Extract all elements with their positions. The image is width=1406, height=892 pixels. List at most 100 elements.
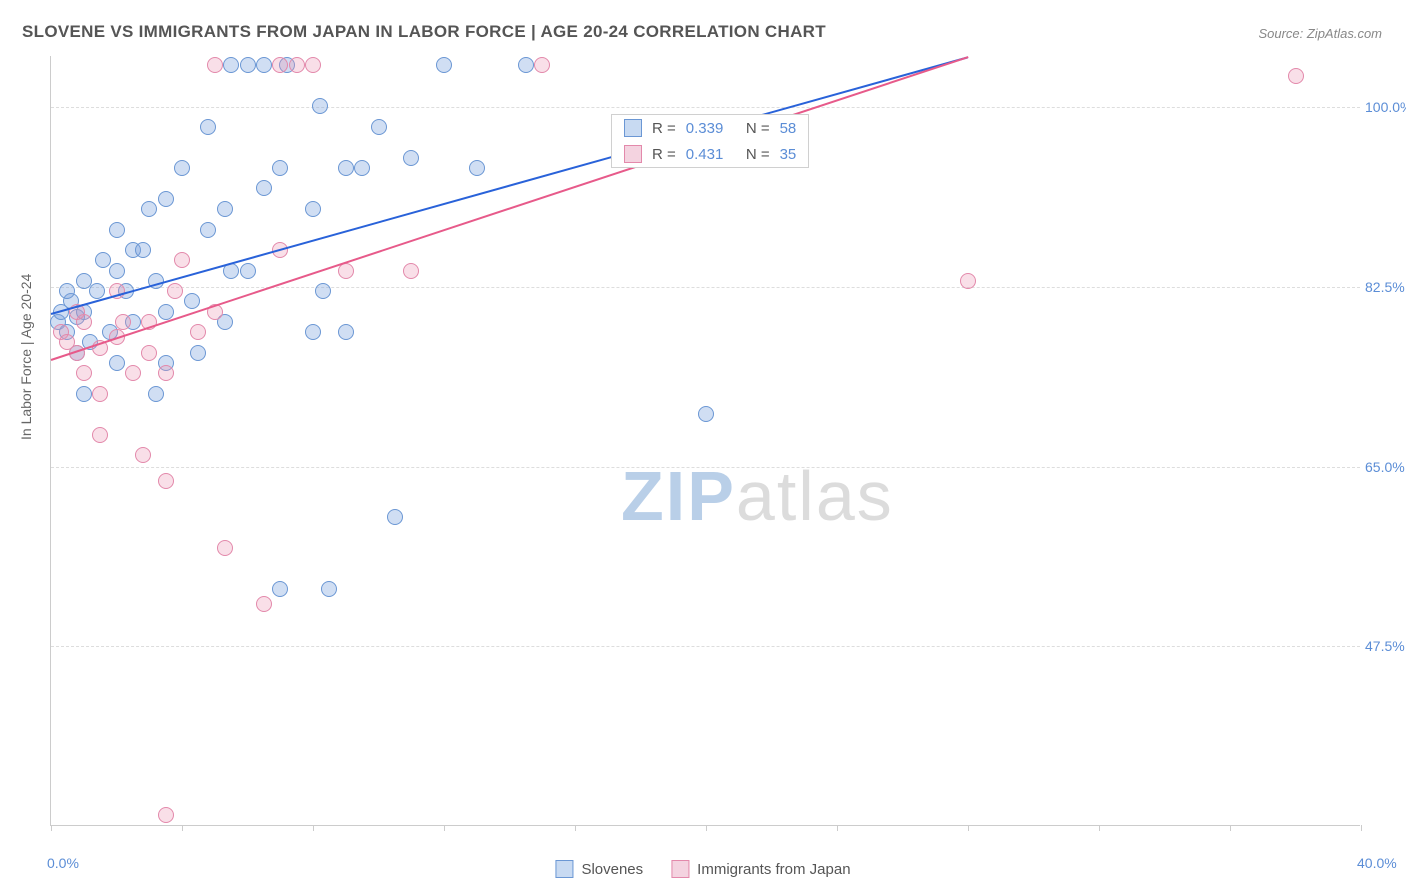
- scatter-point: [223, 57, 239, 73]
- scatter-point: [305, 324, 321, 340]
- correlation-legend: R = 0.339 N = 58R = 0.431 N = 35: [611, 114, 809, 168]
- scatter-point: [217, 540, 233, 556]
- x-tick: [444, 825, 445, 831]
- x-tick: [837, 825, 838, 831]
- scatter-point: [289, 57, 305, 73]
- source-attribution: Source: ZipAtlas.com: [1258, 26, 1382, 41]
- scatter-point: [148, 386, 164, 402]
- gridline: [51, 107, 1360, 108]
- x-tick: [1361, 825, 1362, 831]
- n-value: 58: [780, 120, 797, 137]
- scatter-point: [240, 57, 256, 73]
- scatter-point: [256, 57, 272, 73]
- scatter-point: [141, 201, 157, 217]
- scatter-point: [76, 365, 92, 381]
- scatter-point: [158, 365, 174, 381]
- scatter-point: [338, 324, 354, 340]
- watermark: ZIPatlas: [621, 456, 894, 536]
- scatter-point: [518, 57, 534, 73]
- scatter-point: [534, 57, 550, 73]
- n-label: N =: [733, 120, 769, 137]
- scatter-point: [272, 581, 288, 597]
- scatter-point: [207, 57, 223, 73]
- legend-label: Slovenes: [581, 861, 643, 878]
- x-tick: [313, 825, 314, 831]
- scatter-point: [89, 283, 105, 299]
- scatter-point: [698, 406, 714, 422]
- x-tick: [575, 825, 576, 831]
- scatter-point: [272, 160, 288, 176]
- scatter-point: [92, 386, 108, 402]
- scatter-point: [315, 283, 331, 299]
- scatter-point: [217, 201, 233, 217]
- scatter-point: [200, 119, 216, 135]
- r-value: 0.339: [686, 120, 724, 137]
- r-label: R =: [652, 120, 676, 137]
- scatter-point: [469, 160, 485, 176]
- legend-swatch: [555, 860, 573, 878]
- scatter-point: [76, 386, 92, 402]
- r-label: R =: [652, 146, 676, 163]
- correlation-legend-row: R = 0.431 N = 35: [612, 141, 808, 167]
- scatter-point: [403, 150, 419, 166]
- x-axis-max-label: 40.0%: [1357, 855, 1397, 871]
- x-tick: [968, 825, 969, 831]
- scatter-point: [141, 345, 157, 361]
- x-tick: [51, 825, 52, 831]
- scatter-point: [256, 596, 272, 612]
- scatter-point: [174, 160, 190, 176]
- scatter-point: [158, 191, 174, 207]
- scatter-point: [960, 273, 976, 289]
- trend-line: [51, 56, 969, 361]
- bottom-legend: Slovenes Immigrants from Japan: [555, 860, 850, 878]
- scatter-point: [158, 473, 174, 489]
- scatter-point: [135, 242, 151, 258]
- scatter-point: [240, 263, 256, 279]
- legend-swatch: [624, 145, 642, 163]
- legend-label: Immigrants from Japan: [697, 861, 850, 878]
- scatter-point: [190, 345, 206, 361]
- n-value: 35: [780, 146, 797, 163]
- scatter-point: [272, 57, 288, 73]
- x-tick: [1099, 825, 1100, 831]
- scatter-point: [174, 252, 190, 268]
- scatter-point: [338, 160, 354, 176]
- plot-area: 47.5%65.0%82.5%100.0%0.0%40.0%ZIPatlasR …: [50, 56, 1360, 826]
- scatter-point: [158, 304, 174, 320]
- scatter-point: [92, 427, 108, 443]
- y-tick-label: 65.0%: [1365, 459, 1406, 475]
- chart-title: SLOVENE VS IMMIGRANTS FROM JAPAN IN LABO…: [22, 22, 826, 42]
- y-tick-label: 100.0%: [1365, 99, 1406, 115]
- scatter-point: [200, 222, 216, 238]
- scatter-point: [312, 98, 328, 114]
- scatter-point: [403, 263, 419, 279]
- scatter-point: [115, 314, 131, 330]
- scatter-point: [109, 263, 125, 279]
- scatter-point: [109, 222, 125, 238]
- x-tick: [706, 825, 707, 831]
- scatter-point: [436, 57, 452, 73]
- x-tick: [1230, 825, 1231, 831]
- scatter-point: [109, 355, 125, 371]
- legend-swatch: [671, 860, 689, 878]
- legend-item: Slovenes: [555, 860, 643, 878]
- scatter-point: [135, 447, 151, 463]
- scatter-point: [167, 283, 183, 299]
- scatter-point: [184, 293, 200, 309]
- scatter-point: [321, 581, 337, 597]
- scatter-point: [190, 324, 206, 340]
- x-tick: [182, 825, 183, 831]
- scatter-point: [1288, 68, 1304, 84]
- y-tick-label: 82.5%: [1365, 279, 1406, 295]
- legend-swatch: [624, 119, 642, 137]
- y-tick-label: 47.5%: [1365, 638, 1406, 654]
- x-axis-min-label: 0.0%: [47, 855, 79, 871]
- y-axis-label: In Labor Force | Age 20-24: [18, 274, 34, 440]
- correlation-legend-row: R = 0.339 N = 58: [612, 115, 808, 141]
- scatter-point: [256, 180, 272, 196]
- gridline: [51, 646, 1360, 647]
- scatter-point: [158, 807, 174, 823]
- legend-item: Immigrants from Japan: [671, 860, 850, 878]
- scatter-point: [125, 365, 141, 381]
- n-label: N =: [733, 146, 769, 163]
